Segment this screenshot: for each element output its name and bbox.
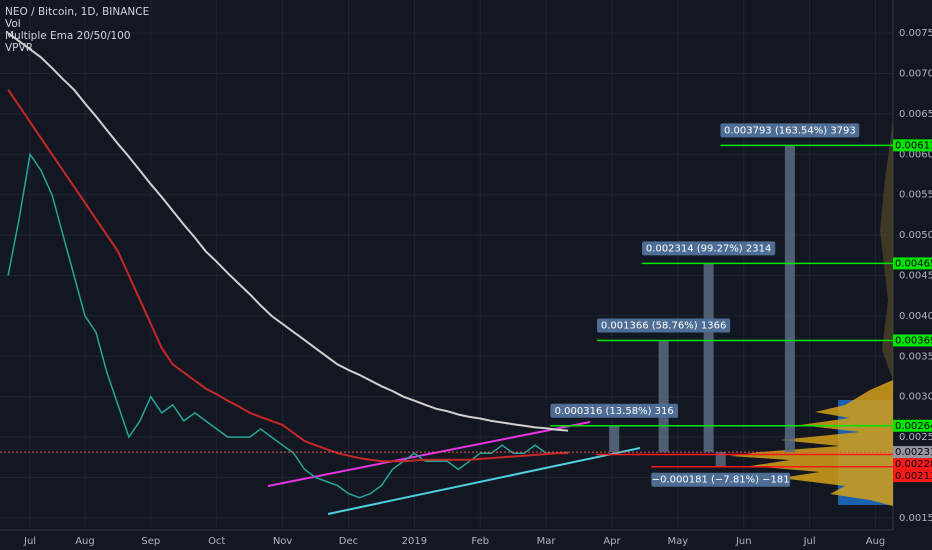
measure-label: 0.002314 (99.27%) 2314 xyxy=(646,243,771,254)
x-tick-label: 2019 xyxy=(402,536,427,547)
x-tick-label: Aug xyxy=(866,536,886,547)
measure-label-box xyxy=(597,318,731,333)
plot: 0.003793 (163.54%) 3793 0.002314 (99.27%)… xyxy=(0,32,893,499)
indicator: Vol xyxy=(5,18,21,30)
measure-bar xyxy=(715,452,726,467)
measure-bar xyxy=(609,425,620,453)
volume-profile-upper xyxy=(880,120,893,380)
x-tick-label: Sep xyxy=(141,536,160,547)
measure-label: 0.003793 (163.54%) 3793 xyxy=(724,125,856,136)
price-tag-label: 0.002133 xyxy=(895,471,932,482)
indicator: Multiple Ema 20/50/100 xyxy=(5,30,131,42)
measure-label: −0.000181 (−7.81%) −181 xyxy=(652,475,790,486)
trendline-lower xyxy=(327,447,641,515)
x-tick-label: Aug xyxy=(75,536,95,547)
measure-bar xyxy=(784,145,795,453)
y-tick-label: 0.00750 xyxy=(899,28,932,39)
series-line xyxy=(7,32,569,432)
chart-title: NEO / Bitcoin, 1D, BINANCE xyxy=(5,6,149,18)
price-tag-label: 0.002284 xyxy=(895,459,932,470)
measure-label-box xyxy=(651,472,791,487)
price-tag xyxy=(893,334,932,347)
measure-label-box xyxy=(720,123,860,138)
price-tag xyxy=(893,139,932,152)
measure-bar xyxy=(658,340,669,453)
x-tick-label: Jun xyxy=(735,536,752,547)
measure-label-box xyxy=(642,241,776,256)
series-line xyxy=(7,152,569,499)
price-tag xyxy=(893,257,932,270)
measure-label: 0.001366 (58.76%) 1366 xyxy=(601,320,726,331)
price-tag xyxy=(893,470,932,483)
x-tick-label: May xyxy=(668,536,689,547)
price-tag-label: 0.004650 xyxy=(895,258,932,269)
series-line xyxy=(7,89,569,463)
volume-profile-bars xyxy=(730,380,893,506)
price-tag xyxy=(893,458,932,471)
price-tag-label: 0.002640 xyxy=(895,421,932,432)
measure-label-box xyxy=(550,403,678,418)
x-tick-label: Jul xyxy=(803,536,816,547)
x-tick-label: Apr xyxy=(603,536,621,547)
price-tag-label: 0.002314 xyxy=(895,447,932,458)
measure-bar xyxy=(703,263,714,453)
x-tick-label: Mar xyxy=(537,536,557,547)
grid xyxy=(0,0,894,531)
x-tick-label: Feb xyxy=(471,536,489,547)
x-tick-label: Oct xyxy=(208,536,225,547)
x-tick-label: Jul xyxy=(23,536,36,547)
price-tag-label: 0.006111 xyxy=(895,140,932,151)
price-tag xyxy=(893,446,932,459)
price-tag-label: 0.003696 xyxy=(895,335,932,346)
price-tag xyxy=(893,419,932,432)
measure-label: 0.000316 (13.58%) 316 xyxy=(555,406,674,417)
trendline-upper xyxy=(267,421,591,487)
x-tick-label: Dec xyxy=(339,536,358,547)
x-tick-label: Nov xyxy=(273,536,293,547)
indicator: VPVR xyxy=(5,42,33,54)
